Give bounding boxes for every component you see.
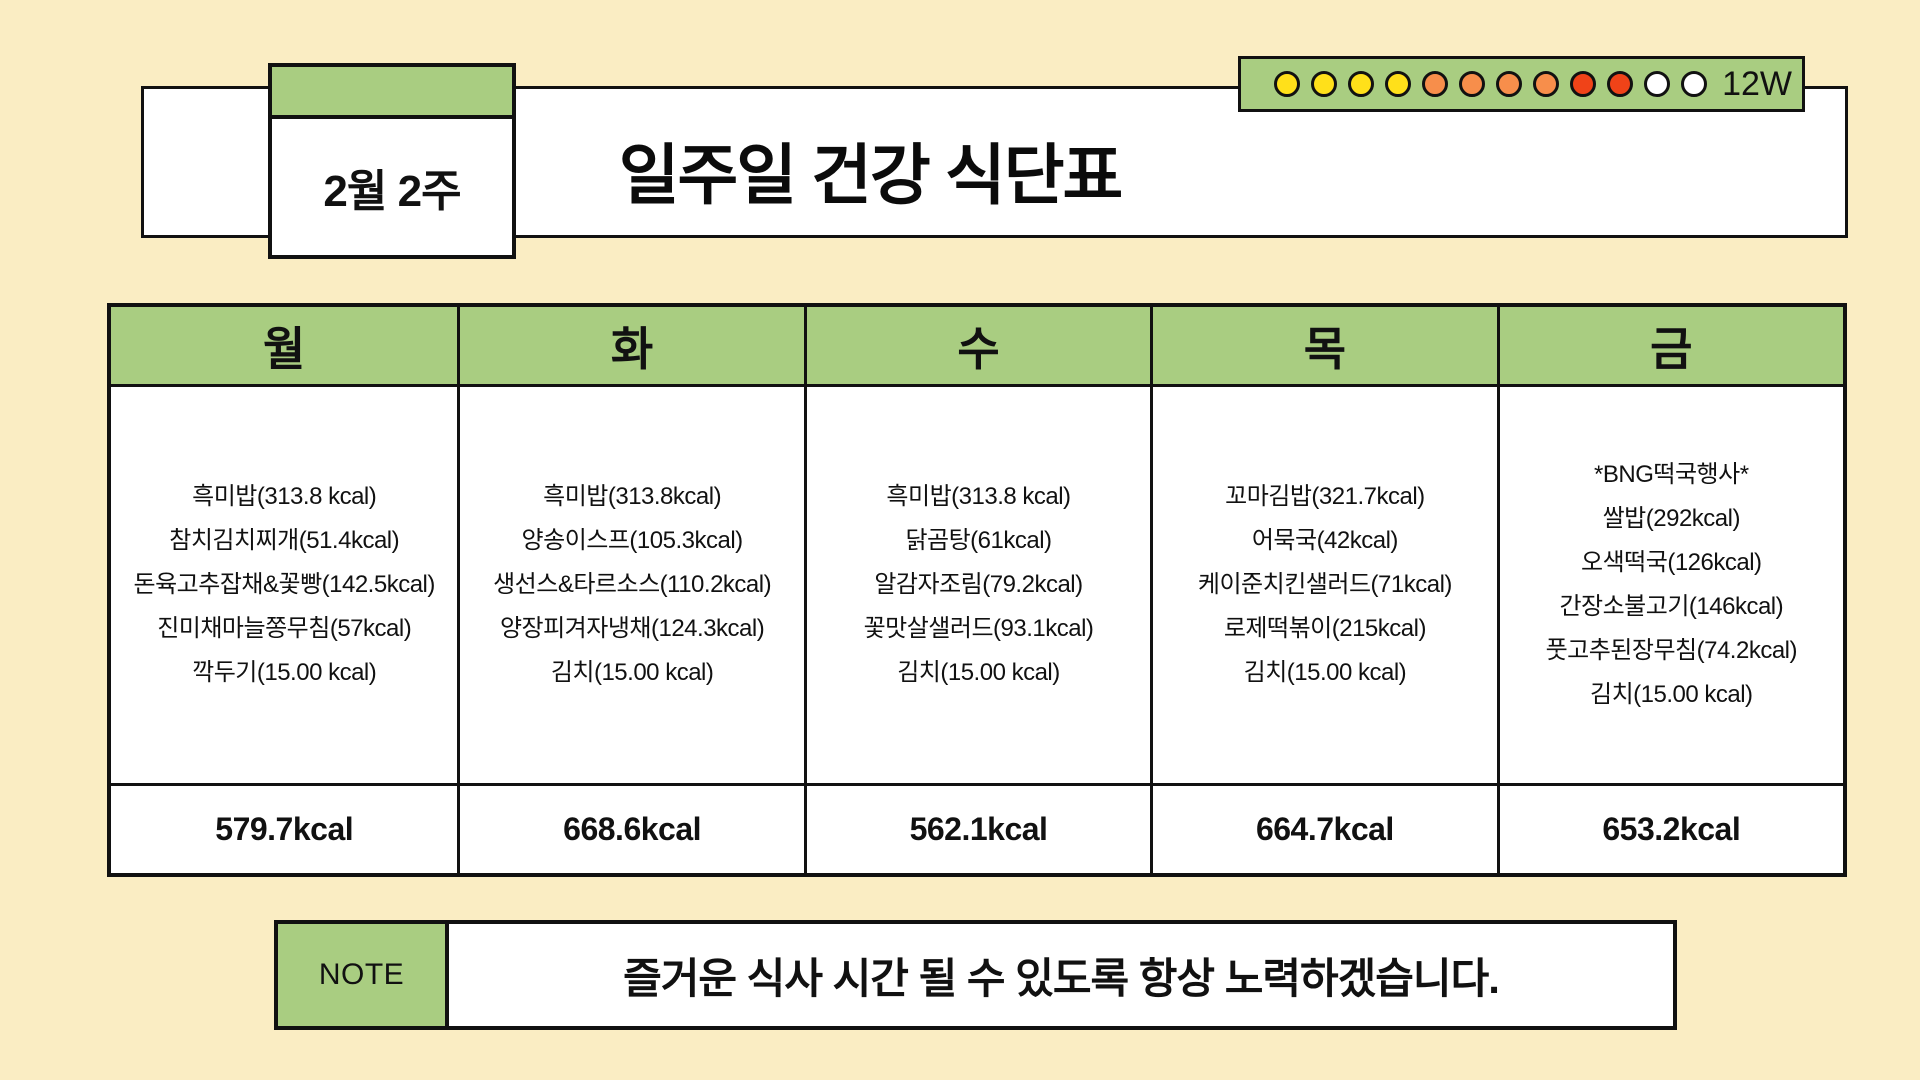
progress-dot xyxy=(1570,71,1597,97)
progress-dot xyxy=(1533,71,1560,97)
meal-item: 양장피겨자냉채(124.3kcal) xyxy=(499,615,765,642)
progress-dot xyxy=(1607,71,1634,97)
meal-item: *BNG떡국행사* xyxy=(1594,461,1749,488)
meal-item: 김치(15.00 kcal) xyxy=(897,659,1060,686)
day-header-tue: 화 xyxy=(457,307,804,387)
meal-list-thu: 꼬마김밥(321.7kcal) 어묵국(42kcal) 케이준치킨샐러드(71k… xyxy=(1150,387,1497,786)
progress-dot xyxy=(1496,71,1523,97)
meal-item: 흑미밥(313.8 kcal) xyxy=(192,483,377,510)
meal-item: 케이준치킨샐러드(71kcal) xyxy=(1197,571,1453,598)
meal-item: 김치(15.00 kcal) xyxy=(1243,659,1407,686)
progress-dot xyxy=(1644,71,1671,97)
meal-item: 로제떡볶이(215kcal) xyxy=(1223,615,1427,642)
meal-item: 양송이스프(105.3kcal) xyxy=(521,527,744,554)
week-count-label: 12W xyxy=(1722,64,1792,103)
progress-dot xyxy=(1348,71,1375,97)
meal-item: 참치김치찌개(51.4kcal) xyxy=(169,527,400,554)
progress-dot xyxy=(1459,71,1486,97)
page-title: 일주일 건강 식단표 xyxy=(618,138,1123,212)
meal-list-tue: 흑미밥(313.8kcal) 양송이스프(105.3kcal) 생선스&타르소스… xyxy=(457,387,804,786)
meal-list-mon: 흑미밥(313.8 kcal) 참치김치찌개(51.4kcal) 돈육고추잡채&… xyxy=(111,387,458,786)
meal-item: 흑미밥(313.8 kcal) xyxy=(886,483,1071,510)
total-kcal-wed: 562.1kcal xyxy=(803,786,1150,873)
total-kcal-thu: 664.7kcal xyxy=(1150,786,1496,873)
meal-item: 꼬마김밥(321.7kcal) xyxy=(1225,483,1425,510)
meal-item: 김치(15.00 kcal) xyxy=(550,659,714,686)
meal-item: 쌀밥(292kcal) xyxy=(1602,505,1741,532)
meal-item: 닭곰탕(61kcal) xyxy=(905,527,1052,554)
week-date-box: 2월 2주 xyxy=(268,63,516,259)
meal-item: 꽃맛살샐러드(93.1kcal) xyxy=(863,615,1094,642)
meal-item: 흑미밥(313.8kcal) xyxy=(543,483,722,510)
meal-item: 깍두기(15.00 kcal) xyxy=(192,659,377,686)
meal-list-fri: *BNG떡국행사* 쌀밥(292kcal) 오색떡국(126kcal) 간장소불… xyxy=(1496,387,1843,786)
meal-item: 간장소불고기(146kcal) xyxy=(1559,593,1784,620)
progress-dot xyxy=(1311,71,1338,97)
meal-item: 오색떡국(126kcal) xyxy=(1581,549,1762,576)
week-progress-bar: 12W xyxy=(1238,56,1805,112)
progress-dot xyxy=(1422,71,1449,97)
weekly-menu-table: 월 화 수 목 금 흑미밥(313.8 kcal) 참치김치찌개(51.4kca… xyxy=(107,303,1847,877)
meal-item: 생선스&타르소스(110.2kcal) xyxy=(493,571,772,598)
total-kcal-tue: 668.6kcal xyxy=(457,786,803,873)
note-label: NOTE xyxy=(274,920,449,1030)
progress-dot xyxy=(1385,71,1412,97)
week-date-box-header xyxy=(272,67,512,119)
meal-item: 풋고추된장무침(74.2kcal) xyxy=(1545,637,1798,664)
day-header-thu: 목 xyxy=(1150,307,1497,387)
meal-item: 알감자조림(79.2kcal) xyxy=(874,571,1083,598)
meal-item: 돈육고추잡채&꽃빵(142.5kcal) xyxy=(133,571,436,598)
total-kcal-mon: 579.7kcal xyxy=(215,811,354,847)
meal-item: 어묵국(42kcal) xyxy=(1251,527,1399,554)
meal-list-wed: 흑미밥(313.8 kcal) 닭곰탕(61kcal) 알감자조림(79.2kc… xyxy=(803,387,1151,786)
meal-item: 진미채마늘쫑무침(57kcal) xyxy=(157,615,412,642)
day-header-wed: 수 xyxy=(803,307,1151,387)
meal-item: 김치(15.00 kcal) xyxy=(1590,681,1753,708)
progress-dot xyxy=(1681,71,1708,97)
note-text: 즐거운 식사 시간 될 수 있도록 항상 노력하겠습니다. xyxy=(445,920,1677,1030)
day-header-fri: 금 xyxy=(1496,307,1843,387)
day-header-mon: 월 xyxy=(111,307,458,387)
progress-dot xyxy=(1274,71,1301,97)
week-date-label: 2월 2주 xyxy=(323,167,461,216)
total-kcal-fri: 653.2kcal xyxy=(1496,786,1843,873)
